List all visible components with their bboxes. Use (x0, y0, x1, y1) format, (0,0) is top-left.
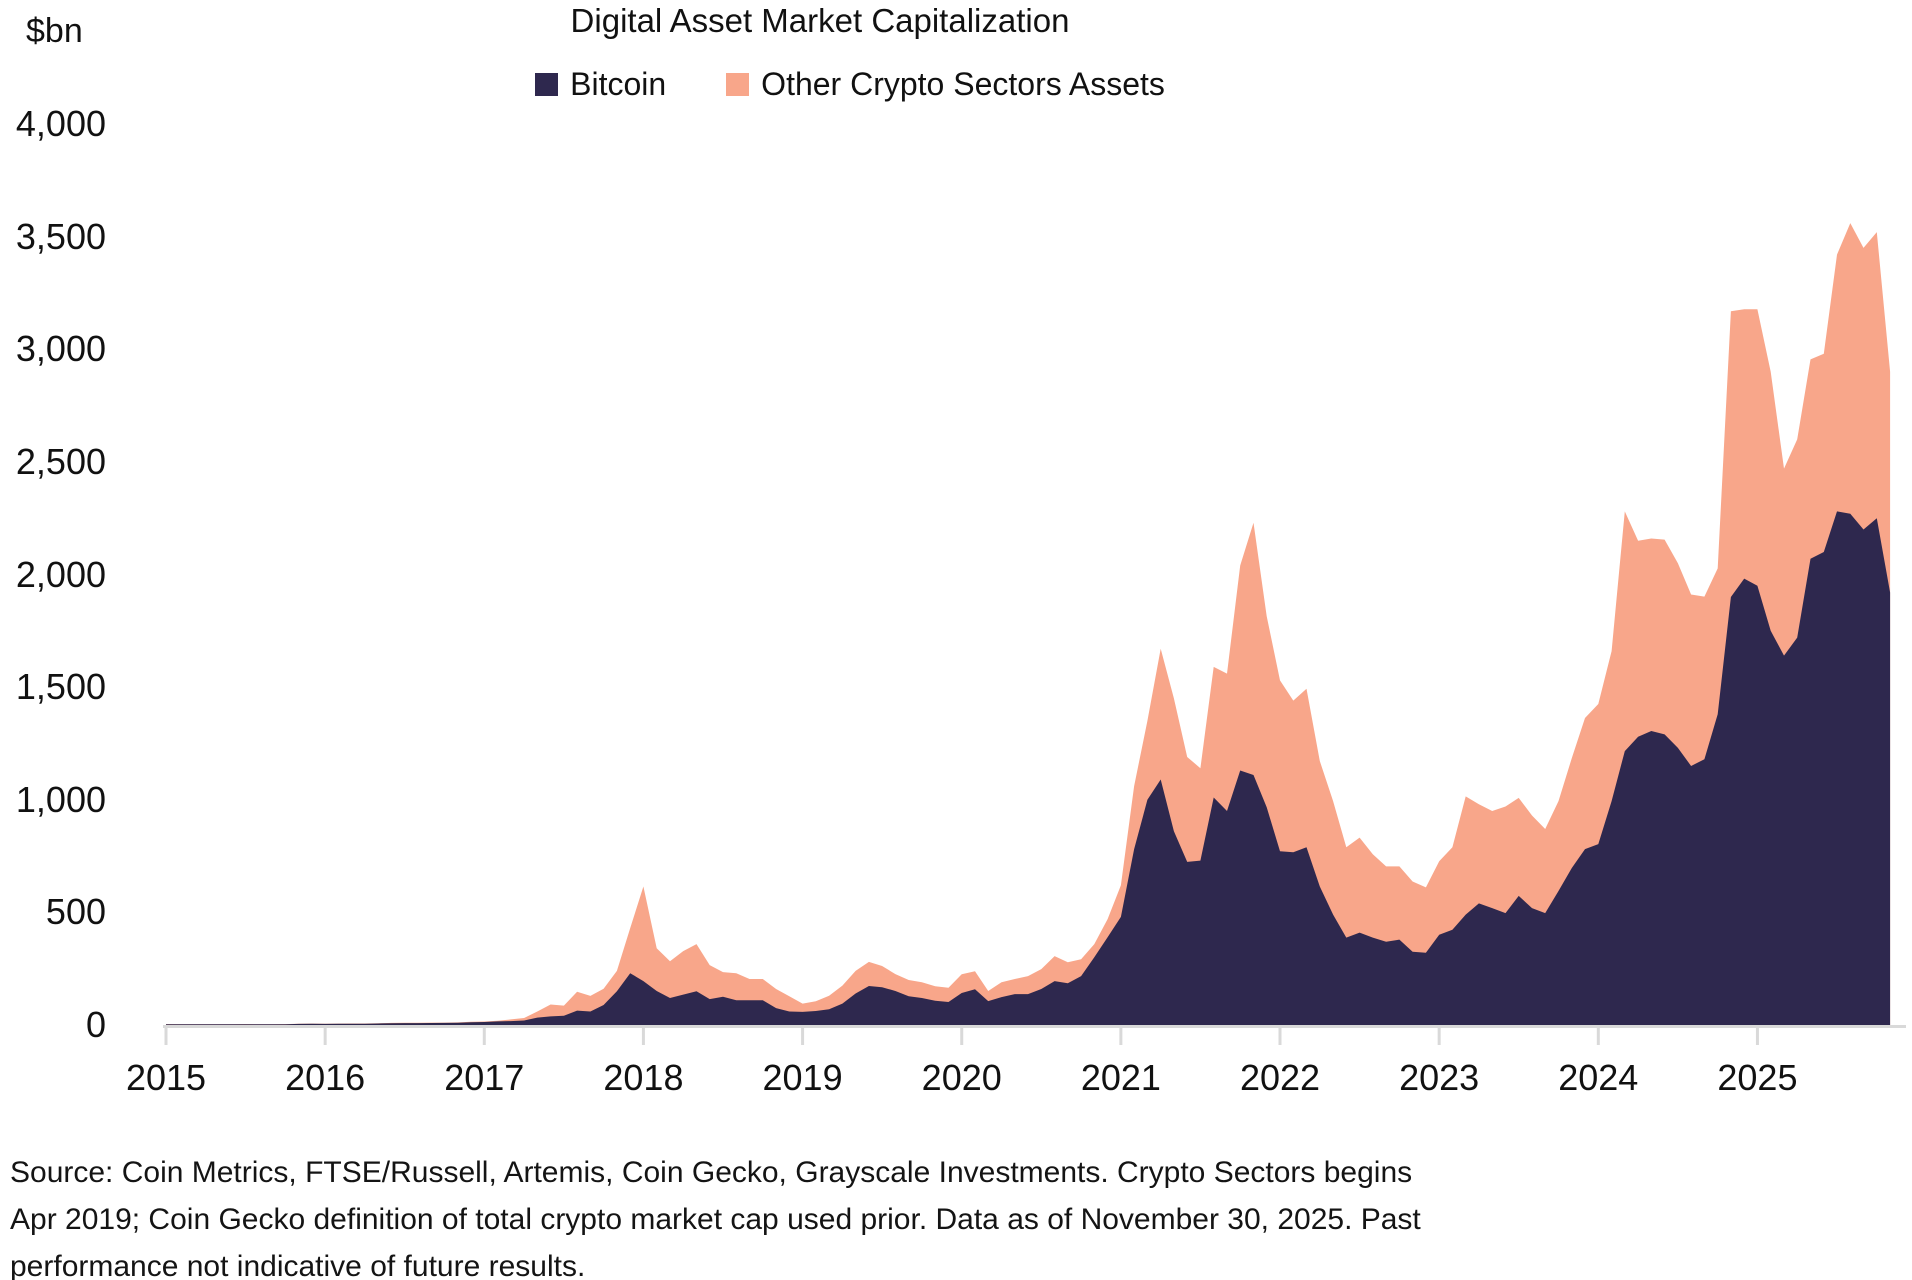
y-axis-tick-label: 500 (45, 891, 106, 933)
chart-legend: Bitcoin Other Crypto Sectors Assets (0, 66, 1700, 103)
other-crypto-area (166, 223, 1891, 1026)
y-axis-tick-label: 1,000 (15, 778, 106, 820)
y-axis-tick-label: 1,500 (15, 666, 106, 708)
x-axis-tick-label: 2017 (444, 1057, 525, 1098)
y-axis-tick-label: 2,500 (15, 440, 106, 482)
x-axis-tick-label: 2016 (285, 1057, 366, 1098)
x-axis-tick-label: 2022 (1239, 1057, 1321, 1098)
x-axis-tick-label: 2020 (921, 1057, 1002, 1098)
legend-swatch-icon (726, 73, 750, 96)
y-axis-unit-label: $bn (26, 12, 83, 50)
x-axis-tick-label: 2023 (1399, 1057, 1480, 1098)
legend-swatch-icon (535, 73, 559, 96)
x-axis-tick-label: 2025 (1717, 1057, 1798, 1098)
source-note-line: Source: Coin Metrics, FTSE/Russell, Arte… (10, 1156, 1413, 1189)
source-note: Source: Coin Metrics, FTSE/Russell, Arte… (10, 1149, 1910, 1280)
source-note-line: performance not indicative of future res… (10, 1250, 586, 1280)
y-axis-tick-label: 4,000 (15, 103, 106, 144)
x-axis-tick-label: 2021 (1080, 1057, 1161, 1098)
chart-title: Digital Asset Market Capitalization (570, 2, 1070, 39)
legend-label: Other Crypto Sectors Assets (761, 66, 1165, 102)
x-axis-tick-label: 2024 (1558, 1057, 1639, 1098)
y-axis-tick-label: 0 (85, 1004, 106, 1045)
bitcoin-area (166, 511, 1891, 1025)
legend-label: Bitcoin (570, 66, 667, 102)
x-axis-tick-label: 2019 (762, 1057, 843, 1098)
y-axis-tick-label: 2,000 (15, 553, 106, 595)
x-axis-tick-label: 2018 (603, 1057, 684, 1098)
x-axis-tick-label: 2015 (125, 1057, 207, 1098)
legend-item: Bitcoin (535, 66, 666, 103)
y-axis-tick-label: 3,000 (15, 328, 106, 370)
y-axis-tick-label: 3,500 (15, 215, 106, 257)
source-note-line: Apr 2019; Coin Gecko definition of total… (10, 1203, 1421, 1236)
legend-item: Other Crypto Sectors Assets (726, 66, 1165, 103)
